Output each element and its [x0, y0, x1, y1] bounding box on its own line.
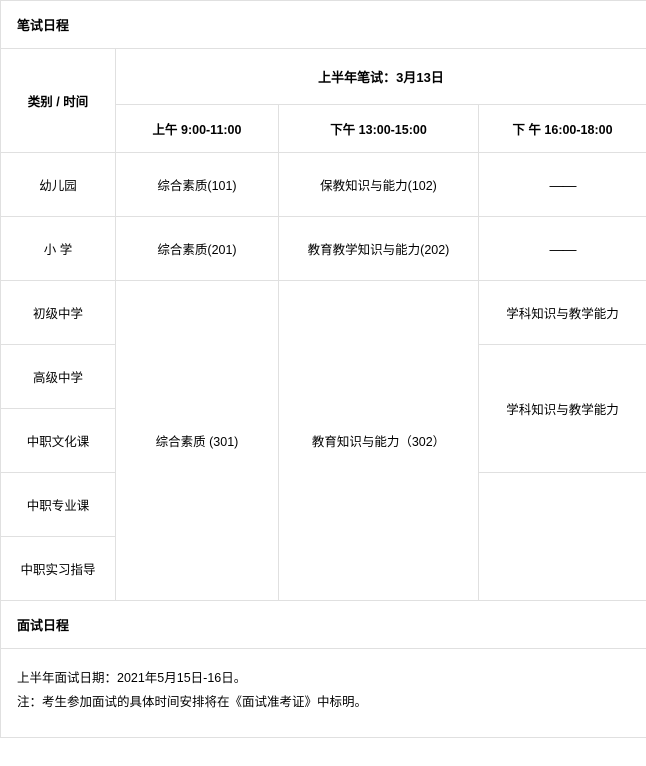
- interview-note-line2: 注：考生参加面试的具体时间安排将在《面试准考证》中标明。: [17, 691, 630, 715]
- exam-date: 上半年笔试：3月13日: [116, 49, 646, 105]
- written-section-title: 笔试日程: [1, 1, 646, 49]
- shared-301-cell: 综合素质 (301): [116, 281, 279, 601]
- label-vocational-practice: 中职实习指导: [1, 537, 116, 601]
- row-primary: 小 学 综合素质(201) 教育教学知识与能力(202) ——: [1, 217, 646, 281]
- timeslot-afternoon1: 下午 13:00-15:00: [279, 105, 479, 153]
- label-vocational-culture: 中职文化课: [1, 409, 116, 473]
- senior-middle-afternoon2: 学科知识与教学能力: [479, 345, 646, 473]
- row-junior-middle: 初级中学 综合素质 (301) 教育知识与能力（302） 学科知识与教学能力: [1, 281, 646, 345]
- schedule-document: 笔试日程 类别 / 时间 上半年笔试：3月13日 上午 9:00-11:00 下…: [0, 0, 646, 738]
- interview-note: 上半年面试日期：2021年5月15日-16日。 注：考生参加面试的具体时间安排将…: [1, 649, 646, 738]
- kindergarten-morning: 综合素质(101): [116, 153, 279, 217]
- shared-302-cell: 教育知识与能力（302）: [279, 281, 479, 601]
- vocational-pro-afternoon2: [479, 473, 646, 601]
- junior-middle-afternoon2: 学科知识与教学能力: [479, 281, 646, 345]
- primary-afternoon2: ——: [479, 217, 646, 281]
- kindergarten-afternoon1: 保教知识与能力(102): [279, 153, 479, 217]
- label-junior-middle: 初级中学: [1, 281, 116, 345]
- label-primary: 小 学: [1, 217, 116, 281]
- row-kindergarten: 幼儿园 综合素质(101) 保教知识与能力(102) ——: [1, 153, 646, 217]
- written-section-header-row: 笔试日程: [1, 1, 646, 49]
- interview-note-row: 上半年面试日期：2021年5月15日-16日。 注：考生参加面试的具体时间安排将…: [1, 649, 646, 738]
- label-vocational-pro: 中职专业课: [1, 473, 116, 537]
- schedule-table: 笔试日程 类别 / 时间 上半年笔试：3月13日 上午 9:00-11:00 下…: [0, 0, 646, 738]
- label-senior-middle: 高级中学: [1, 345, 116, 409]
- primary-morning: 综合素质(201): [116, 217, 279, 281]
- timeslot-afternoon2: 下 午 16:00-18:00: [479, 105, 646, 153]
- kindergarten-afternoon2: ——: [479, 153, 646, 217]
- interview-section-title: 面试日程: [1, 601, 646, 649]
- label-kindergarten: 幼儿园: [1, 153, 116, 217]
- interview-section-header-row: 面试日程: [1, 601, 646, 649]
- category-time-label: 类别 / 时间: [1, 49, 116, 153]
- timeslot-morning: 上午 9:00-11:00: [116, 105, 279, 153]
- interview-note-line1: 上半年面试日期：2021年5月15日-16日。: [17, 667, 630, 691]
- header-row-1: 类别 / 时间 上半年笔试：3月13日: [1, 49, 646, 105]
- primary-afternoon1: 教育教学知识与能力(202): [279, 217, 479, 281]
